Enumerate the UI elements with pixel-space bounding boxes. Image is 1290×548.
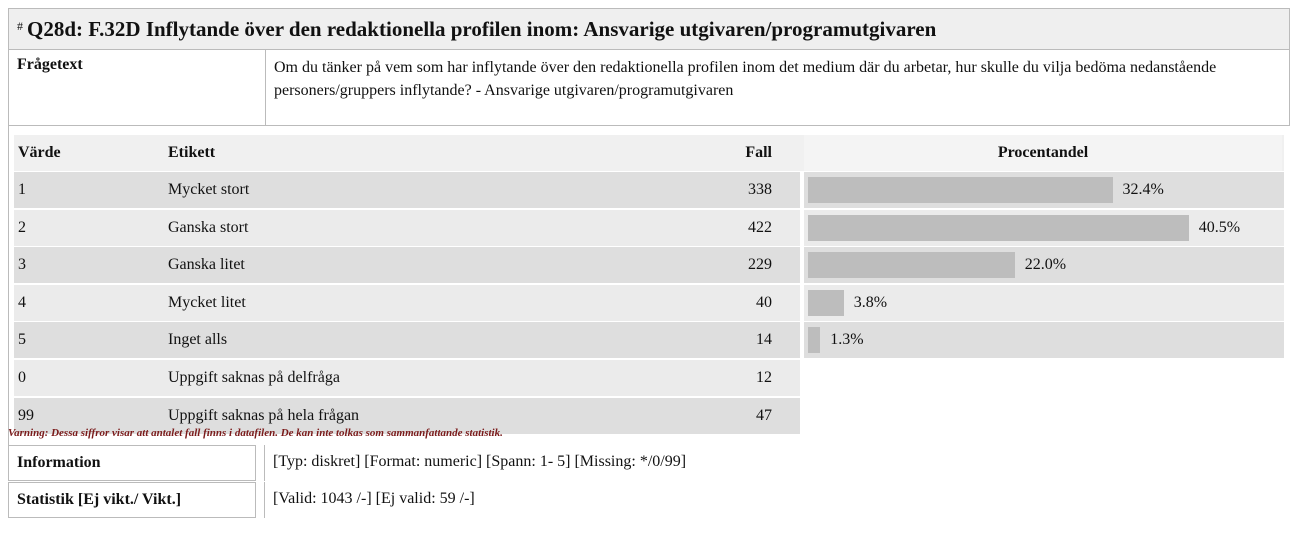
stat-label: Statistik [Ej vikt./ Vikt.] [8, 482, 256, 518]
value: 0 [18, 369, 26, 386]
value: 2 [18, 218, 26, 236]
percent-label: 1.3% [830, 331, 864, 349]
col-header: Etikett [168, 144, 216, 161]
question: Frågetext Om du tänker på vem som har inf… [8, 50, 1290, 126]
col-header: Procentandel [804, 135, 1282, 171]
hash: # [17, 19, 23, 33]
row-bg [14, 322, 800, 359]
information: Information [Typ: diskret] [Format: numer… [8, 445, 1290, 481]
cases: 338 [748, 181, 772, 198]
percent-bar [808, 327, 821, 354]
cases: 47 [756, 406, 772, 424]
label: Ganska stort [168, 218, 249, 236]
question-text: Om du tänker på vem som har inflytande ö… [265, 50, 1289, 125]
statistics: Statistik [Ej vikt./ Vikt.] [Valid: 1043 … [8, 482, 1290, 518]
label: Ganska litet [168, 256, 245, 274]
percent-bar [808, 289, 844, 316]
percent-label: 22.0% [1024, 256, 1067, 274]
question-label: Frågetext [17, 56, 83, 73]
percent-bar [808, 252, 1015, 279]
cases: 40 [756, 293, 772, 311]
percent-label: 3.8% [853, 293, 888, 311]
label: Uppgift saknas på hela frågan [168, 406, 360, 424]
cases: 422 [748, 218, 772, 236]
col-header: Fall [745, 144, 772, 161]
col-header: Värde [18, 144, 61, 161]
row-bg [14, 360, 800, 396]
table-row: 4 Mycket litet 40 3.8% [14, 284, 1284, 321]
row-bg [804, 284, 1284, 321]
info-text: [Typ: diskret] [Format: numeric] [Spann:… [264, 445, 686, 481]
header: # Q28d: F.32D Inflytande över den redakt… [8, 8, 1290, 50]
value: 5 [18, 331, 26, 349]
cases: 229 [748, 256, 772, 274]
value: 4 [18, 293, 26, 311]
border [8, 126, 9, 446]
table-row: 1 Mycket stort 338 32.4% [14, 172, 1284, 208]
label: Uppgift saknas på delfråga [168, 369, 340, 386]
percent-bar [808, 177, 1113, 203]
percent-bar [808, 214, 1189, 241]
label: Inget alls [168, 331, 228, 349]
row-bg [14, 397, 800, 434]
warning: Varning: Dessa siffror visar att antalet… [8, 427, 503, 439]
cases: 12 [756, 369, 772, 386]
value: 1 [18, 181, 26, 198]
table-header: Värde Etikett Fall Procentandel [14, 135, 1284, 171]
row-bg [14, 172, 800, 208]
percent-label: 40.5% [1198, 218, 1241, 236]
percent-label: 32.4% [1122, 181, 1164, 198]
table-row: 3 Ganska litet 229 22.0% [14, 247, 1284, 284]
label: Mycket stort [168, 181, 250, 198]
table-row: 2 Ganska stort 422 40.5% [14, 209, 1284, 246]
row-bg [804, 322, 1284, 359]
cases: 14 [756, 331, 772, 349]
info-label: Information [8, 445, 256, 481]
label: Mycket litet [168, 293, 246, 311]
row-bg [14, 209, 800, 246]
stat-text: [Valid: 1043 /-] [Ej valid: 59 /-] [264, 482, 475, 518]
table-row: 5 Inget alls 14 1.3% [14, 322, 1284, 359]
value: 3 [18, 256, 26, 274]
table-row: 0 Uppgift saknas på delfråga 12 [14, 360, 1284, 396]
value: 99 [18, 406, 34, 424]
row-bg [14, 247, 800, 284]
table-row: 99 Uppgift saknas på hela frågan 47 [14, 397, 1284, 434]
title: Q28d: F.32D Inflytande över den redaktio… [27, 17, 937, 41]
row-bg [14, 284, 800, 321]
